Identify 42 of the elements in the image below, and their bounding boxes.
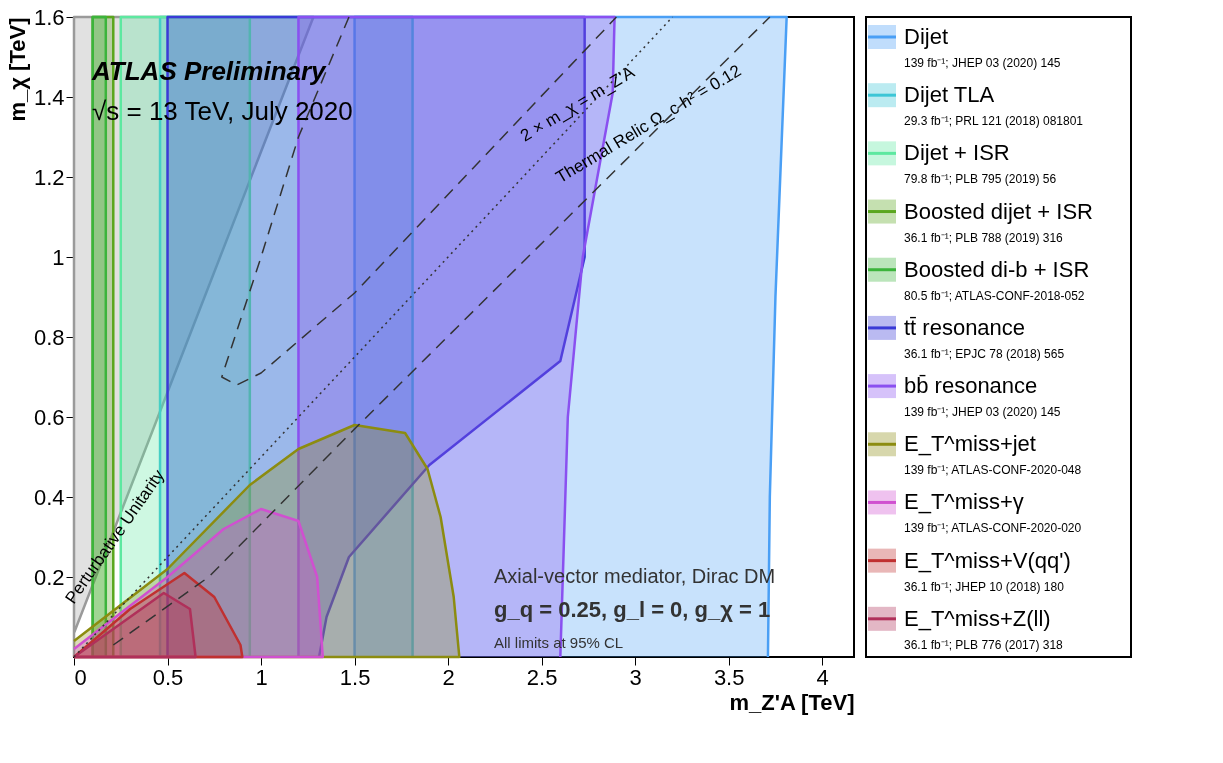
annotation: All limits at 95% CL bbox=[494, 634, 624, 651]
legend-label: Boosted di-b + ISR bbox=[904, 256, 1090, 282]
text: 36.1 fb⁻¹; JHEP 10 (2018) 180 bbox=[904, 579, 1065, 594]
legend-label: Dijet TLA bbox=[904, 82, 995, 108]
y-axis-title: m_χ [TeV] bbox=[4, 17, 30, 122]
x-tick-label: 0.5 bbox=[152, 664, 184, 690]
text: 79.8 fb⁻¹; PLB 795 (2019) 56 bbox=[904, 172, 1057, 187]
x-tick-label: 1 bbox=[255, 664, 268, 690]
legend-label: E_T^miss+jet bbox=[904, 431, 1036, 457]
text: 36.1 fb⁻¹; PLB 776 (2017) 318 bbox=[904, 637, 1064, 652]
text: 29.3 fb⁻¹; PRL 121 (2018) 081801 bbox=[904, 114, 1084, 129]
y-tick-label: 1.4 bbox=[33, 84, 65, 110]
y-tick-label: 0.4 bbox=[33, 484, 65, 510]
legend-label: Boosted dijet + ISR bbox=[904, 198, 1093, 224]
text: 80.5 fb⁻¹; ATLAS-CONF-2018-052 bbox=[904, 288, 1085, 303]
y-tick-label: 1.2 bbox=[33, 164, 65, 190]
y-tick-label: 1 bbox=[52, 244, 65, 270]
text: 139 fb⁻¹; JHEP 03 (2020) 145 bbox=[904, 56, 1061, 70]
x-tick-label: 0 bbox=[74, 664, 87, 690]
y-tick-label: 1.6 bbox=[33, 4, 65, 30]
text: 36.1 fb⁻¹; EPJC 78 (2018) 565 bbox=[904, 346, 1065, 361]
x-tick-label: 3 bbox=[629, 664, 642, 690]
x-tick-label: 1.5 bbox=[339, 664, 371, 690]
y-tick-label: 0.8 bbox=[33, 324, 65, 350]
legend-label: E_T^miss+γ bbox=[904, 489, 1024, 515]
text: 36.1 fb⁻¹; PLB 788 (2019) 316 bbox=[904, 230, 1064, 245]
x-tick-label: 3.5 bbox=[713, 664, 745, 690]
text: 139 fb⁻¹; JHEP 03 (2020) 145 bbox=[904, 405, 1061, 420]
legend-label: Dijet + ISR bbox=[904, 140, 1010, 166]
y-tick-label: 0.2 bbox=[33, 564, 65, 590]
legend-label: Dijet bbox=[904, 24, 949, 49]
text: 139 fb⁻¹; ATLAS-CONF-2020-020 bbox=[904, 521, 1082, 536]
text: 139 fb⁻¹; ATLAS-CONF-2020-048 bbox=[904, 463, 1082, 478]
legend-label: E_T^miss+V(qq') bbox=[904, 547, 1071, 573]
x-tick-label: 4 bbox=[816, 664, 829, 690]
x-axis-title: m_Z'A [TeV] bbox=[729, 689, 855, 715]
y-tick-label: 0.6 bbox=[33, 404, 65, 430]
x-tick-label: 2.5 bbox=[526, 664, 558, 690]
legend-label: tt̄ resonance bbox=[904, 314, 1026, 340]
legend-label: E_T^miss+Z(ll) bbox=[904, 605, 1051, 631]
x-tick-label: 2 bbox=[442, 664, 455, 690]
legend-label: bb̄ resonance bbox=[904, 373, 1038, 399]
